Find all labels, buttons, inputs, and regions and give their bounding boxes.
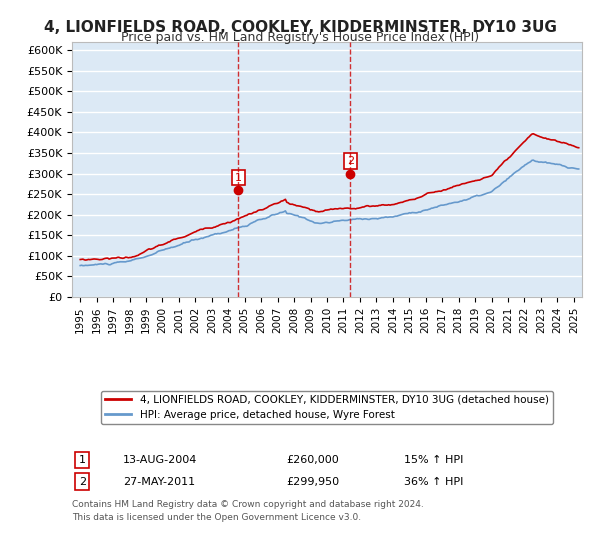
Text: This data is licensed under the Open Government Licence v3.0.: This data is licensed under the Open Gov… — [72, 513, 361, 522]
Text: 4, LIONFIELDS ROAD, COOKLEY, KIDDERMINSTER, DY10 3UG: 4, LIONFIELDS ROAD, COOKLEY, KIDDERMINST… — [44, 20, 556, 35]
Legend: 4, LIONFIELDS ROAD, COOKLEY, KIDDERMINSTER, DY10 3UG (detached house), HPI: Aver: 4, LIONFIELDS ROAD, COOKLEY, KIDDERMINST… — [101, 390, 553, 424]
Text: Price paid vs. HM Land Registry's House Price Index (HPI): Price paid vs. HM Land Registry's House … — [121, 31, 479, 44]
Text: 1: 1 — [235, 172, 242, 183]
Text: 13-AUG-2004: 13-AUG-2004 — [123, 455, 197, 465]
Text: 1: 1 — [79, 455, 86, 465]
Text: 36% ↑ HPI: 36% ↑ HPI — [404, 477, 463, 487]
Text: 15% ↑ HPI: 15% ↑ HPI — [404, 455, 463, 465]
Text: 2: 2 — [79, 477, 86, 487]
Text: 2: 2 — [347, 156, 354, 166]
Text: Contains HM Land Registry data © Crown copyright and database right 2024.: Contains HM Land Registry data © Crown c… — [72, 500, 424, 509]
Text: £299,950: £299,950 — [286, 477, 340, 487]
Text: 27-MAY-2011: 27-MAY-2011 — [123, 477, 195, 487]
Text: £260,000: £260,000 — [286, 455, 339, 465]
